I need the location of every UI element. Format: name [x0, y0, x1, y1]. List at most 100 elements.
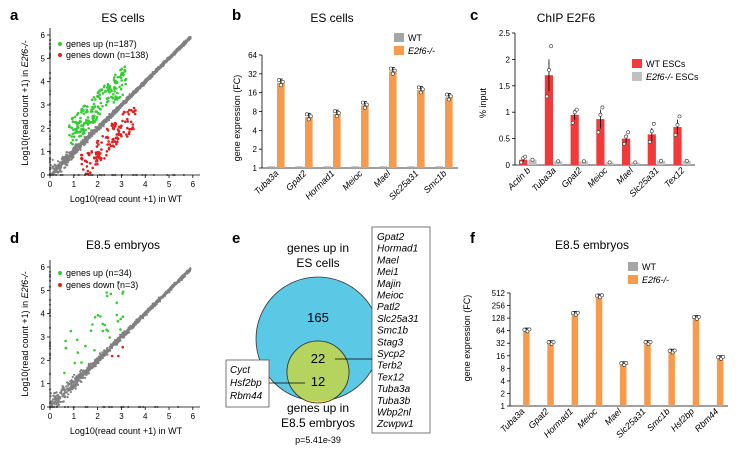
scatter-point [54, 166, 57, 169]
scatter-point-up [77, 130, 81, 134]
scatter-point-up [85, 118, 88, 122]
bar-ko [656, 160, 666, 165]
scatter-point [65, 160, 68, 163]
scatter-point-up [98, 107, 102, 111]
y-tick-label: 4 [501, 377, 506, 386]
scatter-point-up [121, 290, 125, 294]
scatter-point-up [113, 90, 116, 93]
scatter-point-down [127, 113, 131, 116]
scatter-point [106, 353, 109, 356]
bar-c-title: ChIP E2F6 [537, 11, 596, 25]
scatter-point [170, 284, 173, 288]
x-tick-label: 2 [95, 412, 100, 421]
scatter-point-up [96, 105, 100, 108]
bar-ko [620, 364, 627, 406]
scatter-point [61, 400, 64, 403]
scatter-point [100, 356, 103, 359]
scatter-point [174, 51, 177, 55]
scatter-point [127, 97, 130, 100]
scatter-point [82, 376, 85, 379]
scatter-point-up [102, 85, 106, 89]
scatter-point [107, 117, 110, 120]
scatter-point [83, 370, 86, 373]
scatter-point [65, 154, 68, 157]
scatter-point [56, 401, 59, 404]
scatter-point-up [119, 87, 123, 91]
scatter-point-up [82, 122, 86, 125]
scatter-d-ylabel: Log10(read count +1) in E2f6-/- [20, 271, 30, 396]
scatter-point-down [120, 134, 123, 138]
scatter-point-up [80, 129, 84, 132]
replicate-point [304, 112, 309, 117]
scatter-point-up [96, 313, 100, 317]
bar-wt [570, 114, 579, 165]
scatter-a-points [48, 36, 192, 177]
scatter-point [148, 309, 151, 312]
x-tick-label: 3 [119, 180, 124, 189]
y-tick-label: 0 [41, 403, 46, 412]
scatter-point [68, 158, 71, 161]
venn-es-label-2: ES cells [296, 256, 339, 270]
scatter-point-up [123, 68, 127, 72]
scatter-point-down [80, 162, 84, 166]
replicate-point [416, 85, 421, 90]
scatter-point [63, 166, 66, 169]
category-label: Smc1b [645, 406, 672, 433]
scatter-point [87, 369, 90, 372]
scatter-point [94, 362, 97, 366]
y-tick-label: 4 [41, 310, 46, 319]
gene-label: Patl2 [377, 302, 400, 313]
bar-ko [528, 159, 537, 165]
scatter-point [151, 302, 154, 305]
scatter-point [90, 133, 93, 136]
scatter-point [125, 99, 128, 102]
scatter-point [149, 76, 152, 79]
scatter-d-points [48, 267, 192, 409]
scatter-point [164, 291, 167, 294]
scatter-point [69, 390, 72, 394]
scatter-point-up [86, 110, 89, 113]
replicate-point [622, 141, 627, 146]
scatter-point-up [75, 138, 78, 142]
scatter-point-up [71, 120, 75, 123]
gene-label: Terb2 [377, 361, 403, 372]
scatter-point-up [93, 315, 97, 319]
gene-label: Majin [377, 279, 401, 290]
panel-label-f: f [470, 230, 476, 247]
legend-wt-c: WT ESCs [646, 59, 686, 69]
scatter-point [75, 380, 78, 383]
replicate-point [721, 354, 726, 359]
scatter-point-down [123, 110, 126, 114]
scatter-point [118, 336, 121, 339]
scatter-point [76, 378, 79, 382]
scatter-point [153, 304, 156, 308]
bar-b-ylabel: gene expression (FC) [232, 75, 242, 162]
category-label: Meioc [575, 406, 599, 430]
scatter-point [56, 160, 60, 163]
scatter-point [97, 358, 100, 361]
scatter-point [111, 343, 115, 347]
left-gene-box [225, 359, 270, 408]
y-tick-label: 16 [496, 352, 505, 361]
scatter-point-up [91, 323, 94, 326]
scatter-point [77, 143, 80, 146]
scatter-point [63, 391, 66, 394]
scatter-point [106, 350, 109, 353]
scatter-point [88, 133, 91, 136]
panel-label-d: d [10, 230, 19, 247]
scatter-point [61, 385, 64, 388]
scatter-point-up [101, 329, 105, 333]
scatter-point-up [101, 322, 105, 326]
scatter-point [74, 378, 77, 381]
scatter-point-up [93, 349, 96, 352]
y-tick-label: 4 [253, 126, 258, 135]
y-tick-label: 64 [248, 51, 257, 60]
scatter-point-up [115, 98, 119, 101]
scatter-point-down [95, 156, 98, 159]
scatter-point [94, 361, 97, 364]
category-label: Mael [603, 406, 625, 428]
scatter-point-down [126, 117, 129, 121]
scatter-point-down [96, 139, 100, 143]
scatter-point [102, 125, 105, 128]
scatter-point [160, 296, 163, 299]
